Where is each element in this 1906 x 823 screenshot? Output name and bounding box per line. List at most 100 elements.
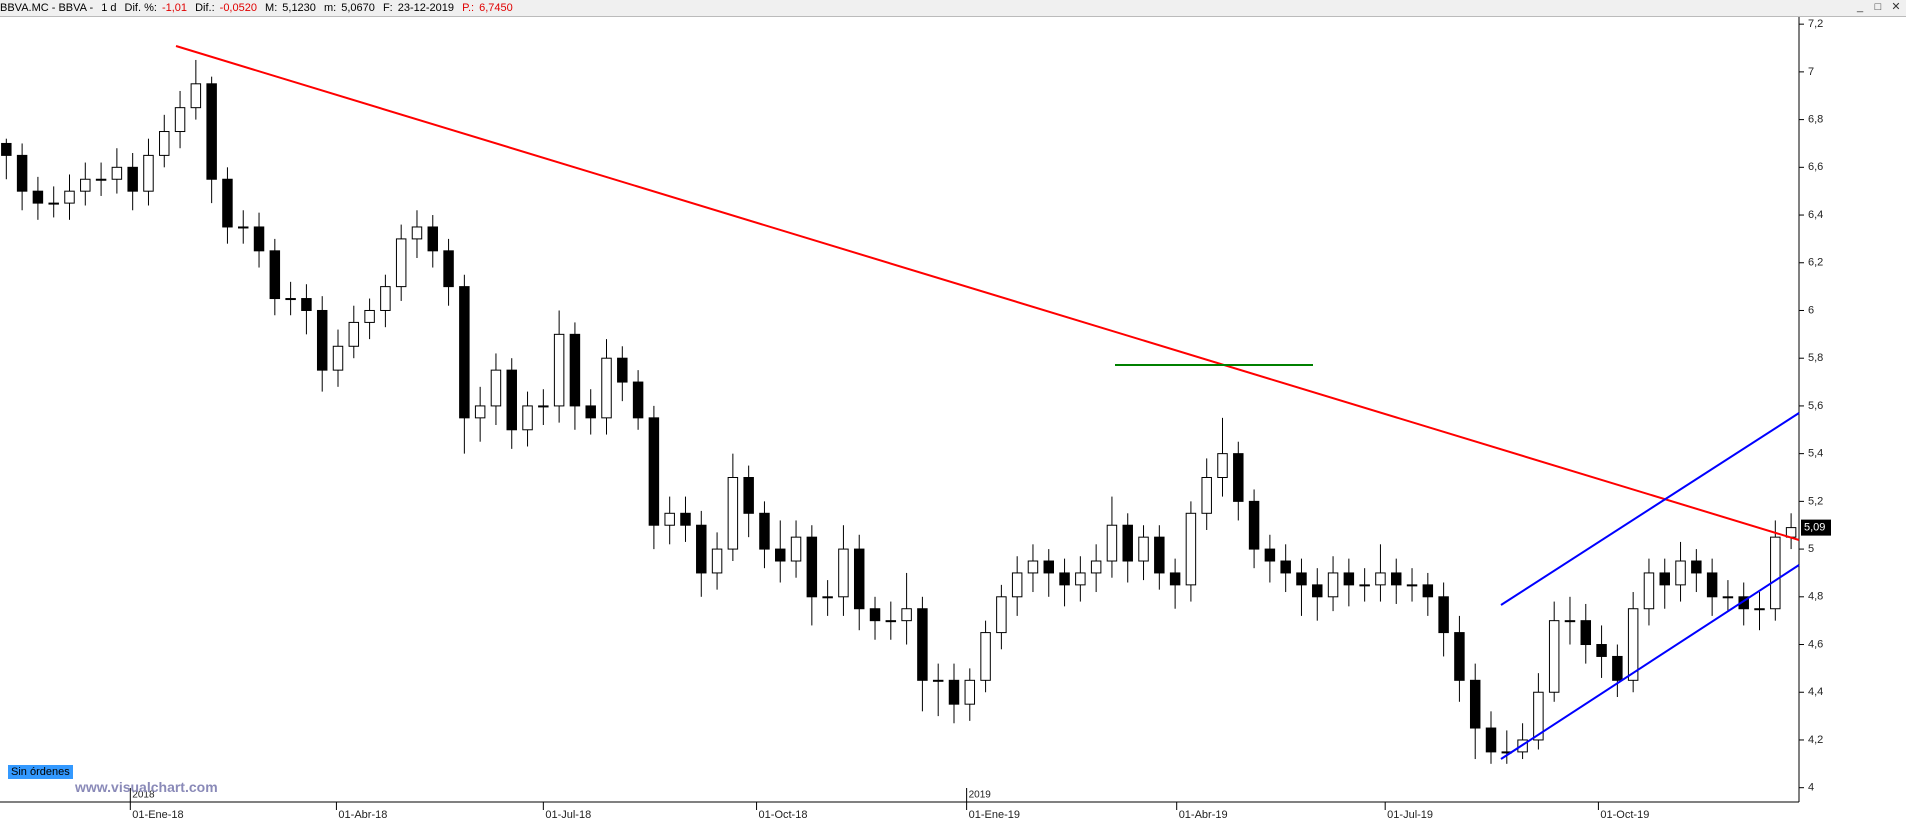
channel-upper — [1500, 412, 1800, 606]
candle-body — [538, 405, 549, 408]
candle-body — [1027, 560, 1039, 574]
y-tick-label: 5,4 — [1808, 448, 1823, 460]
candle-body — [901, 608, 912, 622]
candle-body — [490, 369, 502, 407]
candle-body — [711, 548, 723, 574]
minimize-button[interactable]: _ — [1856, 1, 1864, 13]
candle-body — [964, 679, 976, 705]
candle-body — [1217, 453, 1228, 479]
y-tick-label: 5,8 — [1808, 352, 1823, 364]
candle-body — [1485, 727, 1497, 753]
candle-body — [316, 309, 328, 371]
candle-body — [1264, 548, 1276, 562]
candle-body — [1438, 596, 1449, 634]
candle-body — [1548, 620, 1560, 693]
candle-body — [1533, 691, 1544, 741]
candle-body — [127, 166, 138, 192]
candle-body — [1011, 572, 1023, 598]
candle-body — [364, 309, 375, 323]
candle-body — [32, 190, 44, 204]
candle-body — [1138, 536, 1149, 562]
close-button[interactable]: ✕ — [1891, 1, 1901, 13]
label: m: — [323, 2, 337, 14]
last-price-label: 5,09 — [1804, 522, 1825, 534]
candle-body — [585, 405, 596, 419]
x-tick-label: 01-Jul-19 — [1387, 809, 1433, 821]
candle-body — [885, 620, 897, 623]
y-tick-label: 7 — [1808, 66, 1814, 78]
value: -0,0520 — [219, 2, 257, 14]
candle-body — [1327, 572, 1339, 598]
candle-body — [1454, 632, 1465, 681]
x-tick-label: 01-Oct-18 — [759, 809, 808, 821]
candle-body — [1596, 644, 1607, 657]
candle-body — [1612, 655, 1623, 681]
label: M: — [265, 2, 278, 14]
label: P.: — [462, 2, 475, 14]
x-tick-label: 01-Abr-18 — [338, 809, 387, 821]
candle-body — [838, 548, 849, 598]
x-tick-label: 01-Abr-19 — [1179, 809, 1228, 821]
watermark: www.visualchart.com — [75, 779, 218, 795]
y-tick-label: 4,6 — [1808, 638, 1823, 650]
candle-body — [222, 178, 233, 228]
candle-body — [806, 536, 818, 598]
candle-body — [1248, 500, 1260, 550]
label: Dif.: — [195, 2, 215, 14]
y-tick-label: 5 — [1808, 543, 1814, 555]
candle-body — [443, 250, 454, 288]
candle-body — [648, 417, 660, 526]
candle-body — [1375, 572, 1386, 586]
candle-body — [617, 357, 628, 383]
candle-body — [1580, 620, 1592, 646]
candle-body — [459, 286, 470, 419]
maximize-button[interactable]: □ — [1874, 1, 1882, 13]
candle-body — [1754, 608, 1765, 611]
candle-body — [380, 286, 391, 311]
candle-body — [1770, 536, 1781, 610]
y-tick-label: 6 — [1808, 304, 1814, 316]
candle-body — [48, 202, 59, 205]
candle-body — [680, 512, 691, 526]
candle-body — [601, 357, 612, 419]
candle-body — [1154, 536, 1165, 574]
candle-body — [190, 83, 202, 109]
candle-body — [1706, 572, 1718, 598]
candle-body — [853, 548, 865, 610]
candle-body — [1312, 584, 1323, 598]
candle-body — [1627, 608, 1639, 681]
candle-body — [696, 524, 707, 574]
candle-body — [237, 226, 249, 229]
candle-body — [143, 154, 154, 192]
value: 5,1230 — [282, 2, 316, 14]
candle-body — [1469, 679, 1481, 729]
y-tick-label: 6,4 — [1808, 209, 1823, 221]
candle-body — [553, 333, 565, 407]
candle-body — [1343, 572, 1355, 586]
candle-body — [506, 369, 517, 431]
y-tick-label: 4,2 — [1808, 734, 1823, 746]
candle-body — [948, 679, 960, 705]
candle-body — [1722, 596, 1734, 599]
candle-body — [1738, 596, 1749, 610]
candle-body — [664, 512, 675, 526]
candle-body — [869, 608, 881, 622]
candle-body — [427, 226, 439, 252]
symbol: BBVA.MC - BBVA - — [0, 2, 94, 14]
candle-body — [1659, 572, 1670, 586]
candle-body — [474, 405, 486, 419]
y-tick-label: 4,8 — [1808, 591, 1823, 603]
candle-body — [206, 83, 217, 180]
y-tick-label: 6,6 — [1808, 161, 1823, 173]
candle-body — [174, 107, 186, 133]
candle-body — [980, 632, 991, 681]
year-label: 2019 — [969, 790, 992, 801]
candle-body — [1059, 572, 1070, 586]
trend-line — [175, 45, 1800, 541]
candle-body — [1106, 524, 1118, 562]
y-tick-label: 6,2 — [1808, 257, 1823, 269]
candle-body — [159, 131, 170, 156]
candle-body — [1280, 560, 1291, 574]
x-tick-label: 01-Jul-18 — [545, 809, 591, 821]
candle-body — [1359, 584, 1370, 587]
